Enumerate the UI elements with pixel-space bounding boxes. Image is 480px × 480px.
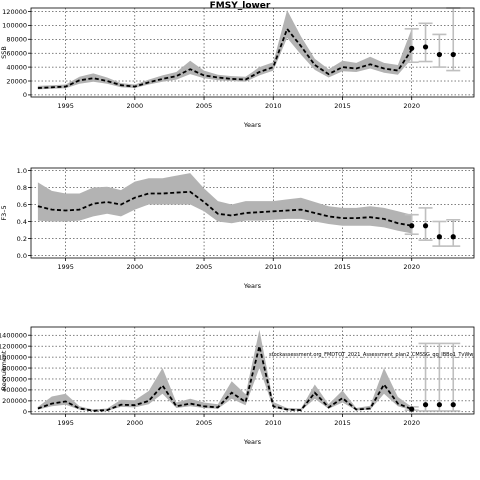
y-axis-label: F3–5 [0, 205, 8, 220]
y-tick-label: 40000 [6, 63, 27, 71]
x-tick-label: 2020 [403, 102, 420, 110]
forecast-point [450, 402, 456, 408]
panel-recruitment: 1995 2000 2005 2010 2015 2020 0 200000 400000 600… [0, 326, 475, 446]
x-tick-label: 2020 [403, 263, 420, 271]
x-tick-label: 2000 [127, 419, 144, 427]
plot-frame [30, 167, 475, 259]
forecast-point [450, 51, 456, 58]
forecast-point [436, 402, 442, 408]
y-tick-label: 800000 [2, 364, 27, 372]
forecast-point [436, 51, 442, 58]
x-tick-label: 2000 [127, 263, 144, 271]
y-tick-label: 0 [23, 91, 27, 99]
y-tick-label: 1400000 [0, 332, 27, 340]
x-tick-label: 2010 [265, 419, 282, 427]
forecast-point [409, 406, 415, 412]
confidence-band [37, 173, 412, 234]
x-tick-label: 1995 [57, 102, 74, 110]
y-axis-label: Recruitment [0, 350, 8, 390]
x-tick-label: 1995 [57, 419, 74, 427]
median-line [37, 345, 413, 412]
x-tick-label: 2020 [403, 419, 420, 427]
panel-annotation: stockassessment.org_FMDTOT_2021_Assessme… [269, 352, 473, 358]
forecast-point [409, 223, 415, 229]
x-tick-label: 2010 [265, 102, 282, 110]
plot-frame [30, 7, 475, 98]
x-tick-label: 2010 [265, 263, 282, 271]
y-tick-label: 200000 [2, 397, 27, 405]
x-tick-label: 2005 [196, 263, 213, 271]
x-tick-label: 2005 [196, 419, 213, 427]
forecast-point [422, 44, 429, 50]
chart-title: FMSY_lower [210, 1, 271, 11]
forecast-point [409, 45, 415, 51]
x-axis-label: Years [243, 438, 262, 446]
x-tick-label: 2015 [334, 263, 351, 271]
y-tick-label: 0.0 [17, 252, 27, 260]
y-tick-label: 120000 [2, 8, 27, 16]
forecast-point [422, 402, 429, 408]
forecast-point [436, 234, 442, 240]
y-tick-label: 0.6 [17, 201, 27, 209]
median-line [37, 190, 412, 227]
forecast-point [450, 234, 456, 240]
panel-fishing-mortality: 1995 2000 2005 2010 2015 2020 0.0 0.2 0.4 0.6 0.8 1… [0, 167, 475, 290]
forecast-point [422, 223, 429, 229]
y-tick-label: 0.4 [17, 218, 27, 226]
y-tick-label: 1.0 [17, 167, 27, 175]
y-tick-label: 400000 [2, 386, 27, 394]
x-tick-label: 2015 [334, 102, 351, 110]
y-tick-label: 1000000 [0, 353, 27, 361]
y-tick-label: 600000 [2, 375, 27, 383]
panel-ssb: 1995 2000 2005 2010 2015 2020 0 20000 40000 60000… [0, 7, 475, 129]
confidence-band [37, 329, 412, 412]
y-tick-label: 0 [23, 408, 27, 416]
y-tick-label: 100000 [2, 22, 27, 30]
plot-frame [30, 326, 475, 415]
y-tick-label: 20000 [6, 77, 27, 85]
x-tick-label: 2015 [334, 419, 351, 427]
y-tick-label: 1200000 [0, 342, 27, 350]
x-axis-label: Years [243, 121, 262, 129]
confidence-band [37, 10, 412, 90]
y-tick-label: 0.8 [17, 184, 27, 192]
y-tick-label: 80000 [6, 36, 27, 44]
y-tick-label: 0.2 [17, 235, 27, 243]
x-tick-label: 2000 [127, 102, 144, 110]
y-axis-label: SSB [0, 46, 8, 59]
y-tick-label: 60000 [6, 49, 27, 57]
x-tick-label: 2005 [196, 102, 213, 110]
x-axis-label: Years [243, 282, 262, 290]
x-tick-label: 1995 [57, 263, 74, 271]
